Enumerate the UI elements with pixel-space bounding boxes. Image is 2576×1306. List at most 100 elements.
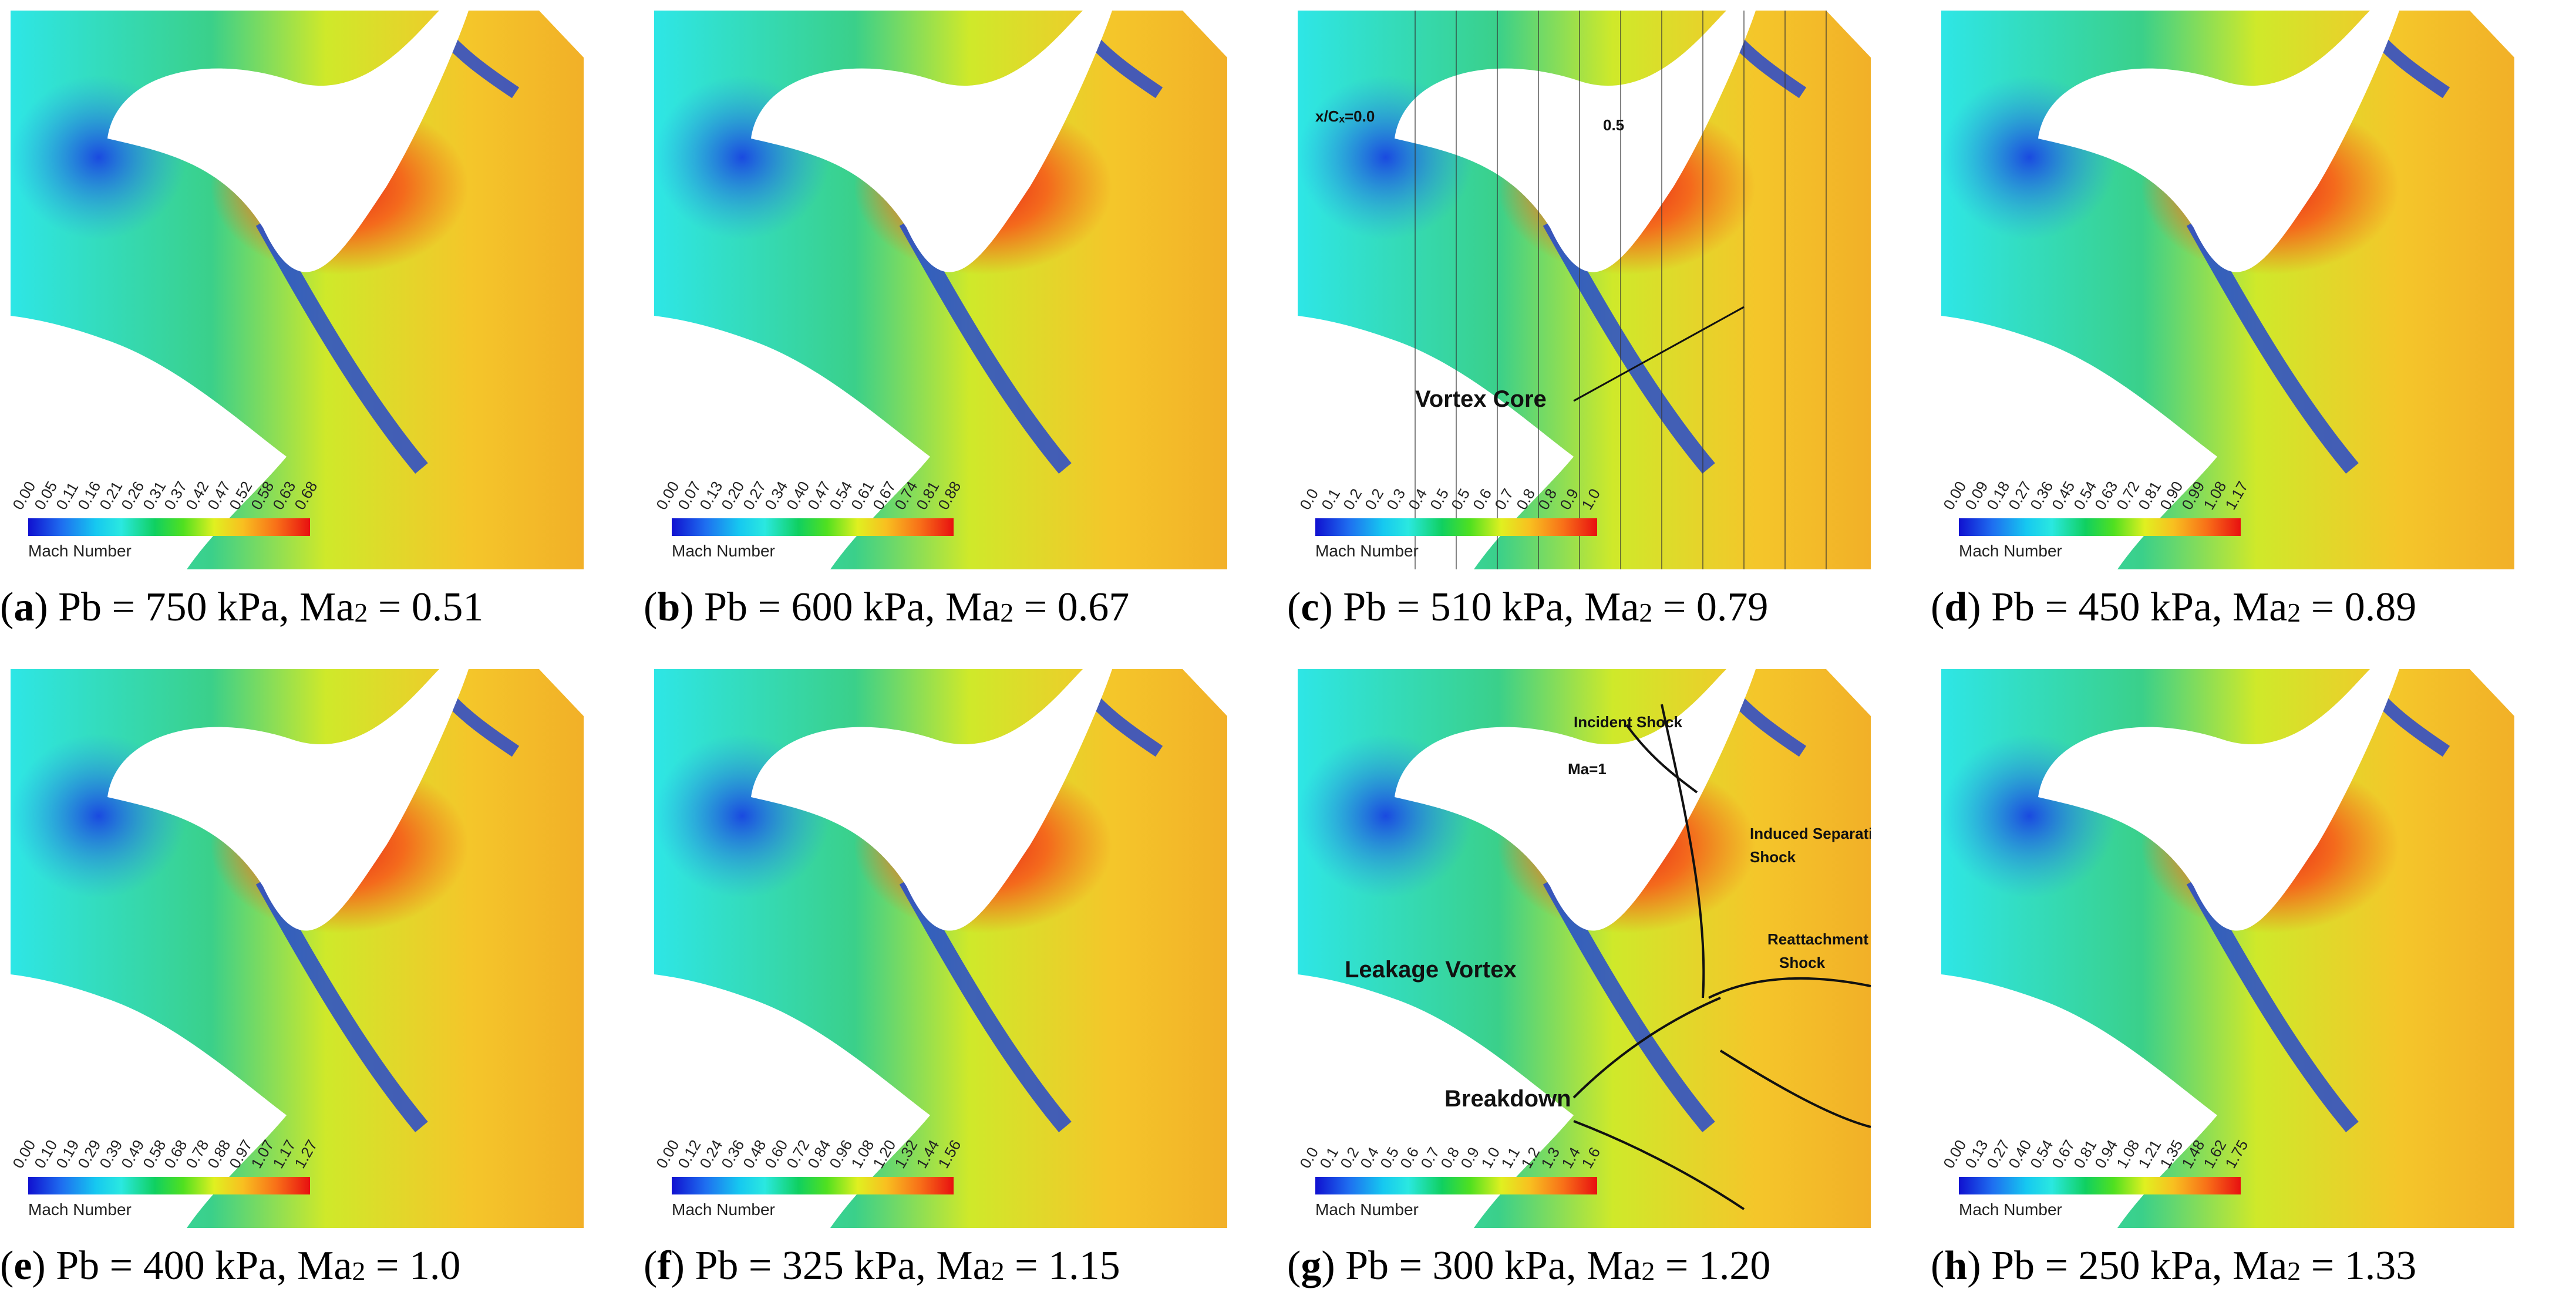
caption-letter: e bbox=[14, 1243, 32, 1288]
contour-field bbox=[1298, 669, 1871, 1228]
colorbar bbox=[28, 1177, 310, 1194]
colorbar-tick-label: 0.4 bbox=[1405, 485, 1431, 513]
contour-plot: 0.0 0.1 0.2 0.2 0.3 0.4 0.5 0.5 0.6 0.7 0.8 0.8 0.9 1… bbox=[1298, 11, 1871, 569]
contour-plot: 0.00 0.10 0.19 0.29 0.39 0.49 0.58 0.68 0.78 0.88… bbox=[11, 669, 584, 1228]
colorbar-legend: 0.00 0.09 0.18 0.27 0.36 0.45 0.54 0.63 0.72 0.81… bbox=[1941, 448, 2264, 565]
caption-text: Pb = 450 kPa, Ma bbox=[1981, 585, 2288, 630]
colorbar-tick-label: 0.5 bbox=[1426, 485, 1453, 513]
colorbar bbox=[1315, 1177, 1597, 1194]
caption-text: Pb = 325 kPa, Ma bbox=[684, 1243, 991, 1288]
colorbar-legend: 0.00 0.13 0.27 0.40 0.54 0.67 0.81 0.94 1.08 1.21… bbox=[1941, 1106, 2264, 1224]
colorbar-tick-label: 1.75 bbox=[2221, 1136, 2252, 1172]
colorbar-legend: 0.00 0.10 0.19 0.29 0.39 0.49 0.58 0.68 0.78 0.88… bbox=[11, 1106, 334, 1224]
contour-field bbox=[1941, 11, 2514, 569]
caption-subscript: 2 bbox=[2287, 598, 2301, 627]
shock-line bbox=[1625, 724, 1698, 794]
colorbar-tick-label: 0.8 bbox=[1513, 485, 1539, 513]
caption-text: Pb = 600 kPa, Ma bbox=[693, 585, 1001, 630]
caption-value: = 0.79 bbox=[1652, 585, 1769, 630]
caption-subscript: 2 bbox=[1639, 598, 1653, 627]
leakage-vortex-label: Leakage Vortex bbox=[1345, 957, 1517, 983]
colorbar-title: Mach Number bbox=[672, 1200, 775, 1219]
station-label-start: x/Cₓ=0.0 bbox=[1315, 107, 1375, 125]
colorbar-tick-label: 0.88 bbox=[934, 478, 965, 513]
caption-subscript: 2 bbox=[354, 598, 368, 627]
caption-text: Pb = 750 kPa, Ma bbox=[48, 585, 355, 630]
panel-caption: (e) Pb = 400 kPa, Ma2 = 1.0 bbox=[0, 1243, 461, 1288]
reattachment-label-line2: Shock bbox=[1779, 954, 1826, 971]
colorbar-tick-label: 1.6 bbox=[1578, 1144, 1604, 1172]
shock-line bbox=[1708, 977, 1871, 999]
contour-field bbox=[11, 11, 584, 569]
panel-a: 0.00 0.05 0.11 0.16 0.21 0.26 0.31 0.37 0.42 0.47… bbox=[0, 0, 594, 641]
caption-subscript: 2 bbox=[1641, 1256, 1655, 1286]
caption-letter: f bbox=[657, 1243, 671, 1288]
contour-field bbox=[1941, 669, 2514, 1228]
contour-field bbox=[654, 669, 1227, 1228]
caption-value: = 1.0 bbox=[365, 1243, 461, 1288]
colorbar-tick-label: 0.7 bbox=[1491, 485, 1517, 513]
colorbar-tick-label: 1.17 bbox=[2221, 478, 2252, 513]
colorbar bbox=[1959, 518, 2241, 536]
induced-separation-label: Induced Separation bbox=[1750, 825, 1871, 842]
contour-plot: 0.00 0.07 0.13 0.20 0.27 0.34 0.40 0.47 0.54 0.61… bbox=[654, 11, 1227, 569]
colorbar-legend: 0.0 0.1 0.2 0.4 0.5 0.6 0.7 0.8 0.9 1.0 1.1 1.2 1.3 1… bbox=[1298, 1106, 1621, 1224]
colorbar bbox=[1959, 1177, 2241, 1194]
colorbar-tick-label: 0.68 bbox=[291, 478, 321, 513]
contour-field bbox=[1298, 11, 1871, 569]
colorbar-title: Mach Number bbox=[1959, 1200, 2062, 1219]
colorbar-tick-label: 1.0 bbox=[1578, 485, 1604, 513]
colorbar-legend: 0.00 0.05 0.11 0.16 0.21 0.26 0.31 0.37 0.42 0.47… bbox=[11, 448, 334, 565]
caption-letter: c bbox=[1301, 585, 1319, 630]
caption-letter: h bbox=[1944, 1243, 1968, 1288]
caption-value: = 0.51 bbox=[368, 585, 484, 630]
contour-field bbox=[11, 669, 584, 1228]
panel-f: 0.00 0.12 0.24 0.36 0.48 0.60 0.72 0.84 0.96 1.08… bbox=[644, 659, 1238, 1300]
colorbar bbox=[1315, 518, 1597, 536]
caption-text: Pb = 510 kPa, Ma bbox=[1332, 585, 1639, 630]
panel-g: 0.0 0.1 0.2 0.4 0.5 0.6 0.7 0.8 0.9 1.0 1.1 1.2 1.3 1… bbox=[1287, 659, 1881, 1300]
colorbar-tick-label: 0.6 bbox=[1469, 485, 1496, 513]
panel-caption: (a) Pb = 750 kPa, Ma2 = 0.51 bbox=[0, 585, 484, 630]
caption-value: = 1.20 bbox=[1655, 1243, 1771, 1288]
contour-plot: 0.00 0.09 0.18 0.27 0.36 0.45 0.54 0.63 0.72 0.81… bbox=[1941, 11, 2514, 569]
caption-text: Pb = 300 kPa, Ma bbox=[1335, 1243, 1642, 1288]
contour-field bbox=[654, 11, 1227, 569]
caption-value: = 1.33 bbox=[2301, 1243, 2417, 1288]
colorbar bbox=[28, 518, 310, 536]
colorbar-tick-label: 0.5 bbox=[1447, 485, 1474, 513]
reattachment-label: Reattachment bbox=[1767, 930, 1868, 948]
colorbar-title: Mach Number bbox=[28, 542, 132, 560]
caption-letter: d bbox=[1944, 585, 1968, 630]
panel-e: 0.00 0.10 0.19 0.29 0.39 0.49 0.58 0.68 0.78 0.88… bbox=[0, 659, 594, 1300]
colorbar-tick-label: 0.2 bbox=[1361, 485, 1388, 513]
contour-plot: 0.00 0.13 0.27 0.40 0.54 0.67 0.81 0.94 1.08 1.21… bbox=[1941, 669, 2514, 1228]
colorbar-tick-label: 0.3 bbox=[1383, 485, 1409, 513]
panel-d: 0.00 0.09 0.18 0.27 0.36 0.45 0.54 0.63 0.72 0.81… bbox=[1931, 0, 2525, 641]
sonic-line-label: Ma=1 bbox=[1568, 760, 1607, 778]
panel-caption: (b) Pb = 600 kPa, Ma2 = 0.67 bbox=[644, 585, 1130, 630]
panel-h: 0.00 0.13 0.27 0.40 0.54 0.67 0.81 0.94 1.08 1.21… bbox=[1931, 659, 2525, 1300]
contour-plot: 0.00 0.12 0.24 0.36 0.48 0.60 0.72 0.84 0.96 1.08… bbox=[654, 669, 1227, 1228]
caption-subscript: 2 bbox=[352, 1256, 366, 1286]
caption-text: Pb = 250 kPa, Ma bbox=[1981, 1243, 2288, 1288]
caption-text: Pb = 400 kPa, Ma bbox=[45, 1243, 352, 1288]
colorbar-tick-label: 1.56 bbox=[934, 1136, 965, 1172]
panel-caption: (g) Pb = 300 kPa, Ma2 = 1.20 bbox=[1287, 1243, 1771, 1288]
panel-caption: (h) Pb = 250 kPa, Ma2 = 1.33 bbox=[1931, 1243, 2417, 1288]
shock-line bbox=[1661, 704, 1705, 998]
breakdown-label: Breakdown bbox=[1444, 1086, 1571, 1112]
shock-line bbox=[1572, 997, 1721, 1099]
panel-caption: (d) Pb = 450 kPa, Ma2 = 0.89 bbox=[1931, 585, 2417, 630]
caption-value: = 0.89 bbox=[2301, 585, 2417, 630]
caption-subscript: 2 bbox=[2287, 1256, 2301, 1286]
colorbar-tick-label: 0.8 bbox=[1534, 485, 1561, 513]
vortex-core-leader-line bbox=[1573, 306, 1745, 402]
colorbar-tick-label: 1.27 bbox=[291, 1136, 321, 1172]
panel-b: 0.00 0.07 0.13 0.20 0.27 0.34 0.40 0.47 0.54 0.61… bbox=[644, 0, 1238, 641]
caption-subscript: 2 bbox=[991, 1256, 1005, 1286]
contour-plot: 0.00 0.05 0.11 0.16 0.21 0.26 0.31 0.37 0.42 0.47… bbox=[11, 11, 584, 569]
shock-line bbox=[1719, 1049, 1871, 1128]
caption-value: = 0.67 bbox=[1013, 585, 1130, 630]
colorbar-tick-label: 0.9 bbox=[1556, 485, 1582, 513]
